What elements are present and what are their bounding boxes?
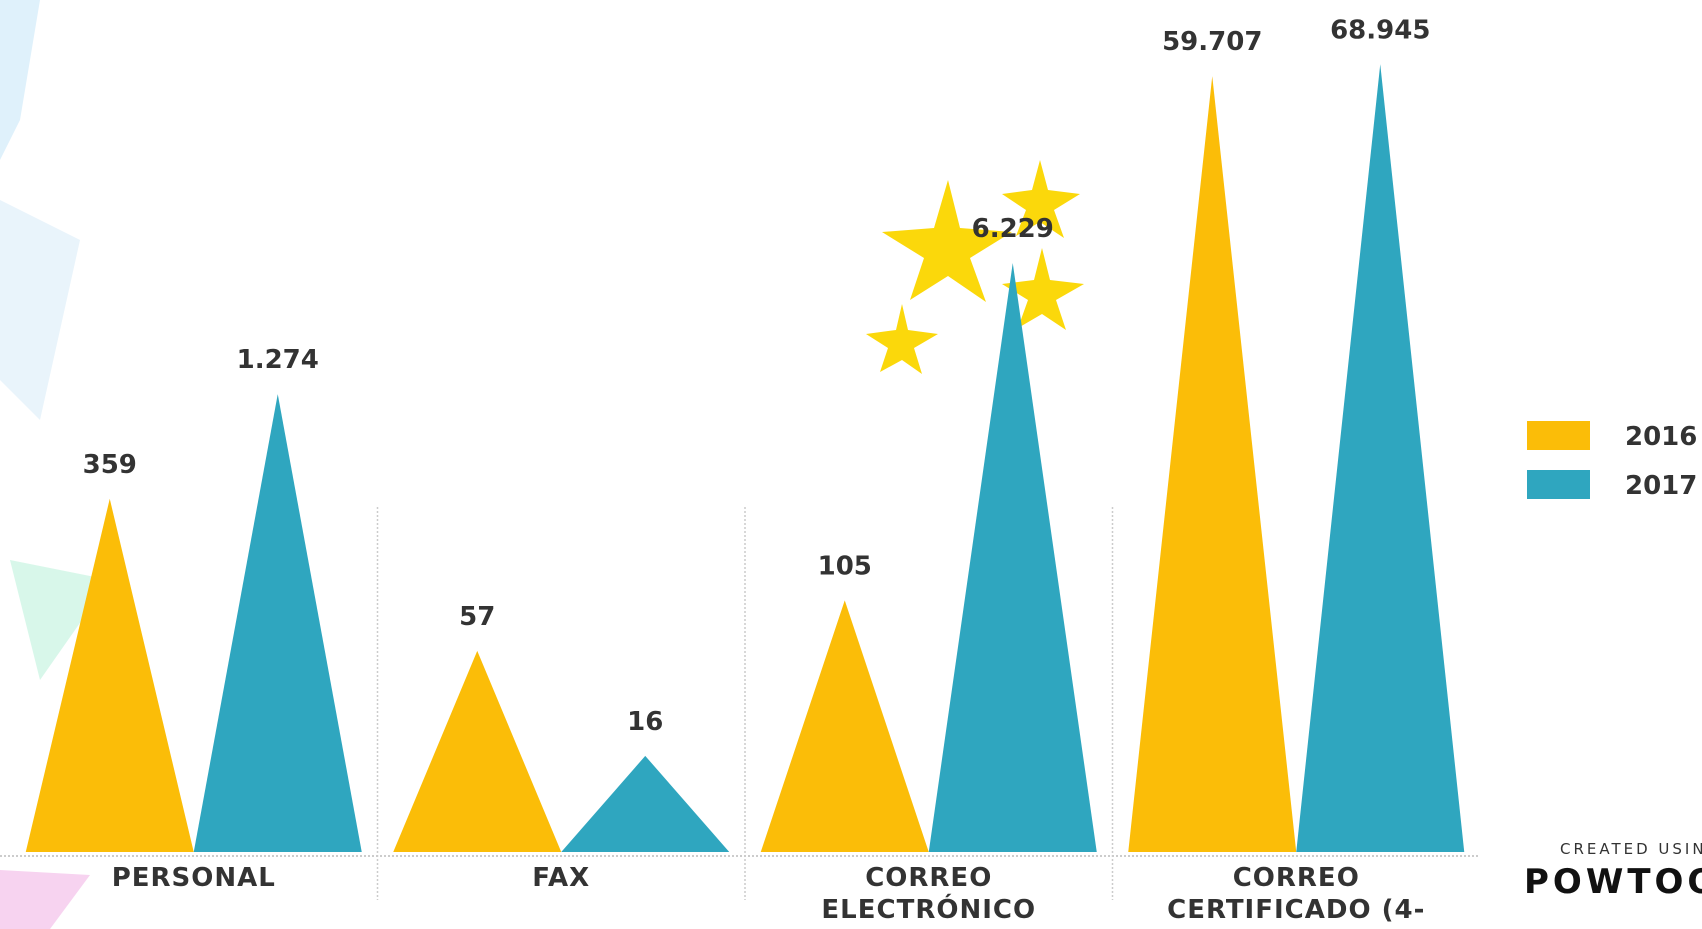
data-label: 1.274 (237, 345, 319, 375)
bar (760, 600, 929, 852)
x-tick-label: CORREO CERTIFICADO (4-72) (1167, 863, 1426, 929)
decoration (0, 870, 90, 929)
x-tick-label: PERSONAL (111, 863, 276, 893)
legend-label: 2017 (1625, 471, 1697, 501)
bar (928, 262, 1097, 852)
legend-label: 2016 (1625, 422, 1697, 452)
legend-swatch (1527, 470, 1590, 499)
data-label: 59.707 (1162, 27, 1262, 57)
watermark: CREATED USING (1560, 840, 1702, 858)
watermark: POWTOON (1524, 862, 1702, 902)
data-label: 57 (459, 602, 495, 632)
bar (1128, 76, 1297, 853)
data-label: 68.945 (1330, 15, 1430, 45)
data-label: 359 (83, 450, 137, 480)
data-label: 105 (818, 551, 872, 581)
bar (193, 394, 362, 852)
bar (561, 755, 730, 852)
decoration (0, 200, 80, 420)
stars (866, 160, 1084, 374)
legend-swatch (1527, 421, 1590, 450)
decoration (10, 560, 110, 680)
bar (1296, 64, 1465, 852)
x-tick-label: FAX (532, 863, 591, 893)
data-label: 16 (627, 707, 663, 737)
bar (393, 650, 562, 852)
bar (25, 498, 194, 852)
x-tick-label: CORREO ELECTRÓNICO (821, 863, 1037, 925)
decoration (0, 0, 40, 160)
data-label: 6.229 (972, 214, 1054, 244)
